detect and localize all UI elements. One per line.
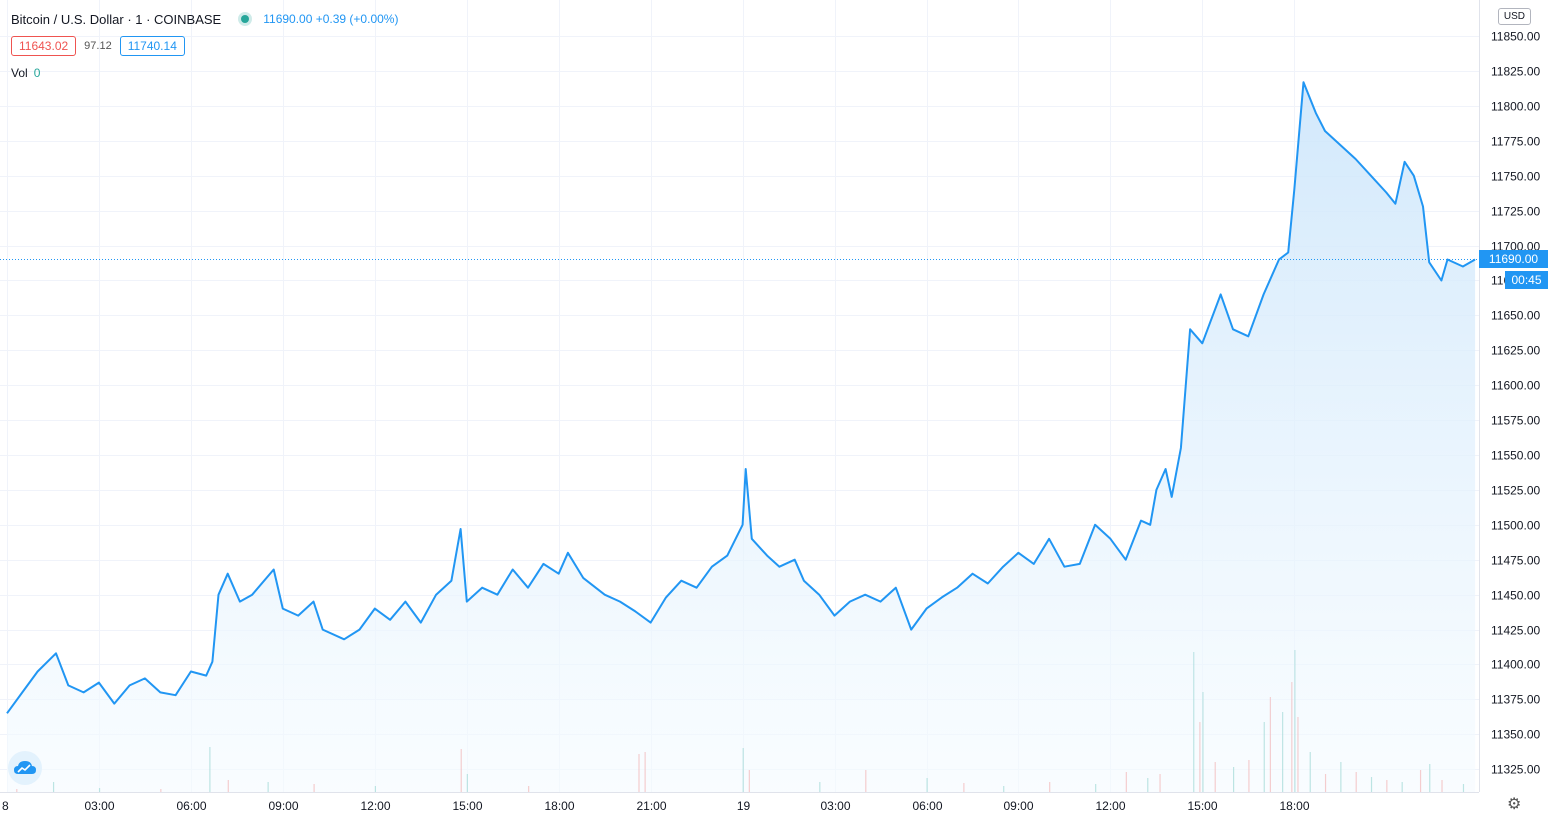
price-tick-label: 11325.00 [1491, 763, 1540, 777]
price-tick-label: 11750.00 [1491, 170, 1540, 184]
price-tick-label: 11850.00 [1491, 30, 1540, 44]
price-tick-label: 11375.00 [1491, 693, 1540, 707]
range-spread: 97.12 [84, 40, 112, 52]
time-axis-labels: 8 03:00 06:00 09:00 12:00 15:00 18:00 21:00 19 03… [2, 799, 1310, 813]
price-tick-label: 11800.00 [1491, 100, 1540, 114]
time-tick-label: 8 [2, 799, 9, 813]
price-tick-label: 11575.00 [1491, 414, 1540, 428]
time-tick-label: 18:00 [1279, 799, 1309, 813]
price-tick-label: 11775.00 [1491, 135, 1540, 149]
time-tick-label: 09:00 [268, 799, 298, 813]
price-tick-label: 11450.00 [1491, 589, 1540, 603]
time-tick-label: 15:00 [452, 799, 482, 813]
price-tick-label: 11350.00 [1491, 728, 1540, 742]
volume-label: Vol [11, 66, 28, 80]
time-tick-label: 03:00 [820, 799, 850, 813]
price-tick-label: 11600.00 [1491, 379, 1540, 393]
price-tick-label: 11650.00 [1491, 309, 1540, 323]
countdown-label: 00:45 [1505, 271, 1548, 289]
tradingview-cloud-icon[interactable] [8, 751, 42, 785]
price-line [6, 81, 1476, 714]
gear-icon[interactable]: ⚙ [1507, 796, 1522, 813]
time-tick-label: 12:00 [1095, 799, 1125, 813]
volume-value: 0 [33, 66, 41, 80]
symbol-title[interactable]: Bitcoin / U.S. Dollar · 1 · COINBASE [11, 11, 222, 27]
market-status-dot [241, 15, 250, 23]
price-area [6, 81, 1476, 792]
range-high-box[interactable]: 11740.14 [119, 36, 185, 56]
time-tick-label: 06:00 [176, 799, 206, 813]
time-tick-label: 18:00 [544, 799, 574, 813]
price-tick-label: 11425.00 [1491, 624, 1540, 638]
price-tick-label: 11725.00 [1491, 205, 1540, 219]
currency-button[interactable]: USD [1497, 8, 1531, 25]
price-area-fill [7, 82, 1476, 792]
price-axis-labels: 11325.00 11350.00 11375.00 11400.00 11425.00… [1491, 30, 1540, 777]
price-tick-label: 11400.00 [1491, 658, 1540, 672]
price-tick-label: 11475.00 [1491, 554, 1540, 568]
time-tick-label: 06:00 [912, 799, 942, 813]
time-tick-label: 03:00 [84, 799, 114, 813]
time-tick-label: 21:00 [636, 799, 666, 813]
price-tick-label: 11550.00 [1491, 449, 1540, 463]
grid [0, 0, 1479, 792]
time-tick-label: 09:00 [1003, 799, 1033, 813]
range-low-box[interactable]: 11643.02 [11, 36, 77, 56]
last-price-label: 11690.00 [1479, 250, 1548, 268]
ohlc-summary: 11690.00 +0.39 (+0.00%) [263, 12, 399, 26]
time-tick-label: 19 [737, 799, 751, 813]
price-tick-label: 11500.00 [1491, 519, 1540, 533]
time-tick-label: 12:00 [360, 799, 390, 813]
price-tick-label: 11825.00 [1491, 65, 1540, 79]
symbol-legend: Bitcoin / U.S. Dollar · 1 · COINBASE 116… [11, 10, 398, 80]
price-tick-label: 11625.00 [1491, 344, 1540, 358]
volume-legend[interactable]: Vol 0 [11, 66, 398, 80]
price-tick-label: 11525.00 [1491, 484, 1540, 498]
time-tick-label: 15:00 [1187, 799, 1217, 813]
